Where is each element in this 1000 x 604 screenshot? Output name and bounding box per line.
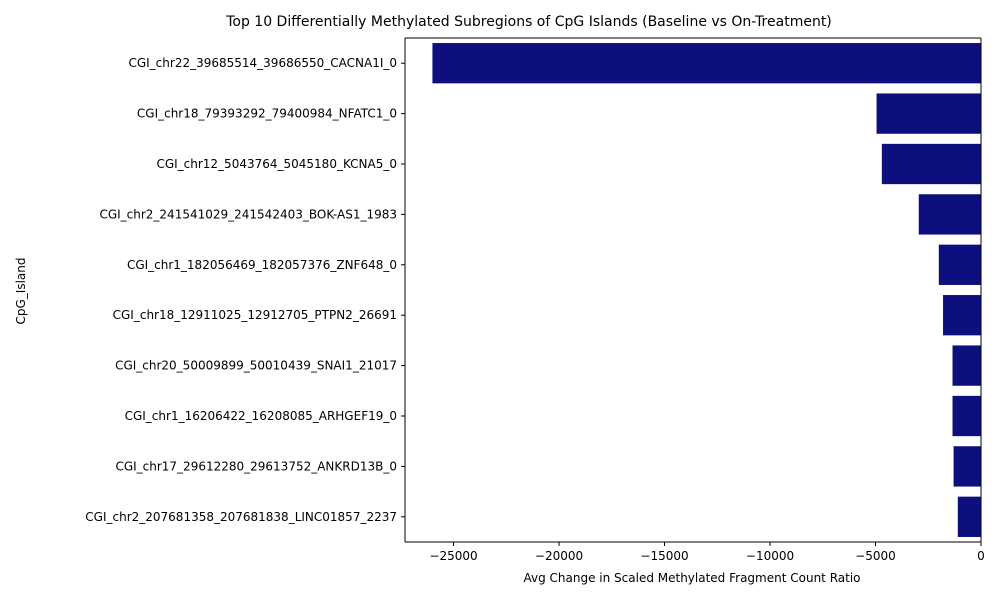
x-tick-label: 0: [977, 549, 985, 563]
bar-5: [938, 244, 981, 285]
y-tick-label: CGI_chr22_39685514_39686550_CACNA1I_0: [128, 56, 397, 70]
bar-8: [952, 395, 981, 437]
bar-10: [957, 496, 981, 537]
bar-3: [881, 143, 981, 185]
y-tick-label: CGI_chr18_79393292_79400984_NFATC1_0: [137, 107, 397, 121]
y-tick-label: CGI_chr1_182056469_182057376_ZNF648_0: [127, 258, 397, 272]
bar-9: [953, 446, 981, 487]
x-tick-label: −15000: [640, 549, 688, 563]
x-ticks-group: −25000 −20000 −15000 −10000 −5000 0: [429, 542, 985, 563]
x-axis-label: Avg Change in Scaled Methylated Fragment…: [523, 571, 860, 585]
bar-7: [952, 345, 981, 386]
y-tick-label: CGI_chr17_29612280_29613752_ANKRD13B_0: [115, 459, 397, 473]
y-tick-label: CGI_chr1_16206422_16208085_ARHGEF19_0: [125, 409, 397, 423]
x-tick-label: −10000: [746, 549, 794, 563]
bars-group: [432, 43, 981, 537]
bar-4: [918, 194, 981, 235]
y-axis-label: CpG_Island: [14, 258, 28, 325]
x-tick-label: −25000: [429, 549, 477, 563]
y-tick-label: CGI_chr12_5043764_5045180_KCNA5_0: [156, 157, 397, 171]
y-tick-label: CGI_chr18_12911025_12912705_PTPN2_26691: [113, 308, 397, 322]
x-tick-label: −20000: [535, 549, 583, 563]
y-tick-label: CGI_chr2_207681358_207681838_LINC01857_2…: [85, 510, 397, 524]
x-tick-label: −5000: [855, 549, 896, 563]
axes-group: [404, 37, 982, 543]
y-tick-label: CGI_chr2_241541029_241542403_BOK-AS1_198…: [99, 207, 397, 221]
y-ticks-group: CGI_chr22_39685514_39686550_CACNA1I_0 CGI…: [85, 56, 405, 524]
bar-1: [432, 43, 981, 84]
bar-2: [876, 93, 981, 134]
chart-title: Top 10 Differentially Methylated Subregi…: [225, 14, 832, 30]
y-tick-label: CGI_chr20_50009899_50010439_SNAI1_21017: [115, 359, 397, 373]
bar-6: [943, 295, 981, 336]
